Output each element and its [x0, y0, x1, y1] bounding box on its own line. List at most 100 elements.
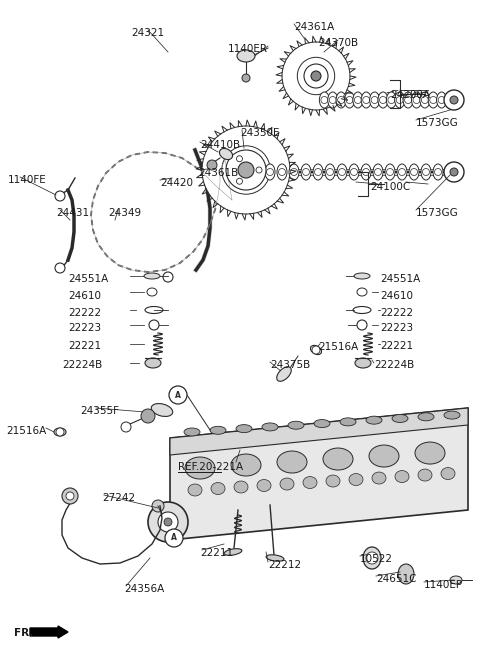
- Ellipse shape: [403, 92, 413, 108]
- Ellipse shape: [434, 169, 442, 176]
- Ellipse shape: [329, 96, 336, 104]
- Text: 21516A: 21516A: [6, 426, 46, 436]
- Text: 1573GG: 1573GG: [416, 208, 459, 218]
- Ellipse shape: [378, 92, 388, 108]
- Text: 27242: 27242: [102, 493, 135, 503]
- Ellipse shape: [361, 92, 371, 108]
- Circle shape: [444, 90, 464, 110]
- Ellipse shape: [362, 169, 370, 176]
- Ellipse shape: [303, 476, 317, 489]
- Ellipse shape: [385, 164, 395, 180]
- Ellipse shape: [321, 96, 328, 104]
- Ellipse shape: [380, 96, 386, 104]
- Ellipse shape: [346, 96, 353, 104]
- Ellipse shape: [354, 96, 361, 104]
- Text: 24321: 24321: [132, 28, 165, 38]
- Ellipse shape: [278, 169, 286, 176]
- Ellipse shape: [311, 346, 322, 355]
- Ellipse shape: [418, 469, 432, 481]
- Text: 24610: 24610: [68, 291, 101, 301]
- Ellipse shape: [392, 415, 408, 422]
- Ellipse shape: [266, 169, 274, 176]
- Ellipse shape: [361, 164, 371, 180]
- Ellipse shape: [415, 442, 445, 464]
- Text: 22224B: 22224B: [62, 360, 102, 370]
- Ellipse shape: [276, 367, 291, 381]
- Text: REF.20-221A: REF.20-221A: [178, 462, 243, 472]
- Circle shape: [164, 518, 172, 526]
- Circle shape: [165, 529, 183, 547]
- Ellipse shape: [151, 403, 173, 417]
- Ellipse shape: [428, 92, 438, 108]
- Circle shape: [304, 64, 328, 88]
- Ellipse shape: [413, 96, 420, 104]
- Ellipse shape: [314, 420, 330, 428]
- Ellipse shape: [357, 288, 367, 296]
- Circle shape: [256, 167, 262, 173]
- Ellipse shape: [398, 564, 414, 584]
- Text: 1573GG: 1573GG: [416, 118, 459, 128]
- Ellipse shape: [290, 169, 298, 176]
- Circle shape: [158, 512, 178, 532]
- Text: 24349: 24349: [108, 208, 141, 218]
- Circle shape: [366, 552, 378, 564]
- Ellipse shape: [371, 96, 378, 104]
- Ellipse shape: [262, 423, 278, 431]
- Ellipse shape: [405, 96, 412, 104]
- Ellipse shape: [234, 481, 248, 493]
- Ellipse shape: [325, 164, 335, 180]
- Ellipse shape: [289, 164, 299, 180]
- Ellipse shape: [397, 164, 407, 180]
- Circle shape: [238, 162, 254, 178]
- Circle shape: [312, 346, 320, 354]
- Ellipse shape: [301, 164, 311, 180]
- Ellipse shape: [409, 164, 419, 180]
- Text: 24200A: 24200A: [390, 90, 430, 100]
- Ellipse shape: [353, 92, 363, 108]
- Text: 10522: 10522: [360, 554, 393, 564]
- Ellipse shape: [236, 424, 252, 432]
- Ellipse shape: [210, 426, 226, 434]
- Ellipse shape: [366, 416, 382, 424]
- Ellipse shape: [147, 288, 157, 296]
- Circle shape: [282, 42, 350, 110]
- Text: 24361A: 24361A: [294, 22, 334, 32]
- Text: 24551A: 24551A: [68, 274, 108, 284]
- Circle shape: [66, 492, 74, 500]
- Circle shape: [169, 386, 187, 404]
- Ellipse shape: [355, 358, 371, 368]
- Text: 1140FE: 1140FE: [8, 175, 47, 185]
- Text: 24651C: 24651C: [376, 574, 417, 584]
- Ellipse shape: [319, 92, 329, 108]
- Circle shape: [237, 155, 242, 162]
- Ellipse shape: [314, 169, 322, 176]
- Text: 24100C: 24100C: [370, 182, 410, 192]
- Ellipse shape: [354, 273, 370, 279]
- Text: 24370B: 24370B: [318, 38, 358, 48]
- Ellipse shape: [388, 96, 395, 104]
- Ellipse shape: [349, 474, 363, 485]
- Ellipse shape: [441, 468, 455, 480]
- Ellipse shape: [313, 164, 323, 180]
- Text: FR.: FR.: [14, 628, 34, 638]
- Circle shape: [202, 126, 290, 214]
- Text: 24420: 24420: [160, 178, 193, 188]
- Ellipse shape: [418, 413, 434, 420]
- Ellipse shape: [326, 169, 334, 176]
- Circle shape: [56, 428, 64, 436]
- Text: 24551A: 24551A: [380, 274, 420, 284]
- Ellipse shape: [326, 475, 340, 487]
- Circle shape: [444, 162, 464, 182]
- Text: 22211: 22211: [200, 548, 233, 558]
- Ellipse shape: [349, 164, 359, 180]
- Text: 22222: 22222: [68, 308, 101, 318]
- Ellipse shape: [54, 428, 66, 436]
- Circle shape: [62, 488, 78, 504]
- Ellipse shape: [370, 92, 380, 108]
- Ellipse shape: [280, 478, 294, 490]
- Ellipse shape: [421, 96, 428, 104]
- Ellipse shape: [373, 164, 383, 180]
- Ellipse shape: [369, 445, 399, 467]
- Circle shape: [149, 320, 159, 330]
- Ellipse shape: [398, 169, 406, 176]
